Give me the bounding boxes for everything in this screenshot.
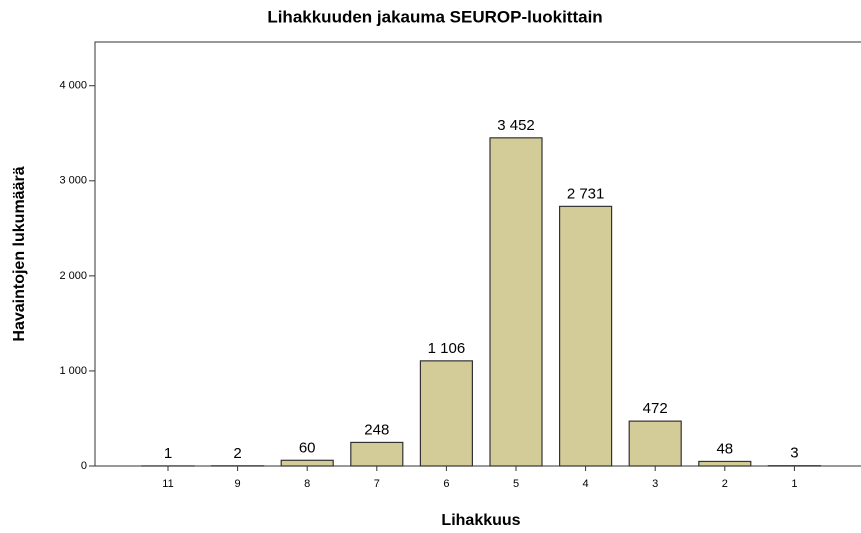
- value-label: 2 731: [567, 185, 605, 202]
- value-label: 60: [299, 439, 316, 456]
- bar: [628, 420, 682, 467]
- value-label: 1: [164, 445, 172, 462]
- x-tick-label: 11: [162, 478, 173, 490]
- x-tick-label: 6: [443, 478, 449, 490]
- x-tick-label: 5: [513, 478, 519, 490]
- x-tick-label: 9: [235, 478, 241, 490]
- value-label: 2: [233, 445, 241, 462]
- value-label: 472: [643, 400, 668, 417]
- bar: [419, 360, 473, 467]
- y-tick-label: 2 000: [59, 270, 87, 282]
- value-label: 248: [364, 421, 389, 438]
- x-axis-label: Lihakkuus: [441, 512, 520, 529]
- value-label: 3: [790, 445, 798, 462]
- y-axis-label: Havaintojen lukumäärä: [11, 166, 28, 341]
- value-label: 48: [716, 440, 733, 457]
- y-tick-label: 0: [81, 460, 87, 472]
- plot-frame: [94, 41, 861, 467]
- x-tick-label: 7: [374, 478, 380, 490]
- bar: [350, 441, 404, 467]
- x-tick-label: 8: [304, 478, 310, 490]
- y-tick-label: 1 000: [59, 365, 87, 377]
- value-label: 1 106: [428, 340, 466, 357]
- bar: [489, 137, 543, 467]
- bar: [280, 459, 334, 467]
- y-tick-label: 4 000: [59, 80, 87, 92]
- chart-title: Lihakkuuden jakauma SEUROP-luokittain: [267, 7, 602, 26]
- x-tick-label: 2: [722, 478, 728, 490]
- bar: [698, 460, 752, 467]
- x-tick-label: 3: [652, 478, 658, 490]
- value-label: 3 452: [497, 117, 535, 134]
- x-tick-label: 4: [583, 478, 589, 490]
- bar: [558, 205, 613, 467]
- x-tick-label: 1: [791, 478, 797, 490]
- y-tick-label: 3 000: [59, 175, 87, 187]
